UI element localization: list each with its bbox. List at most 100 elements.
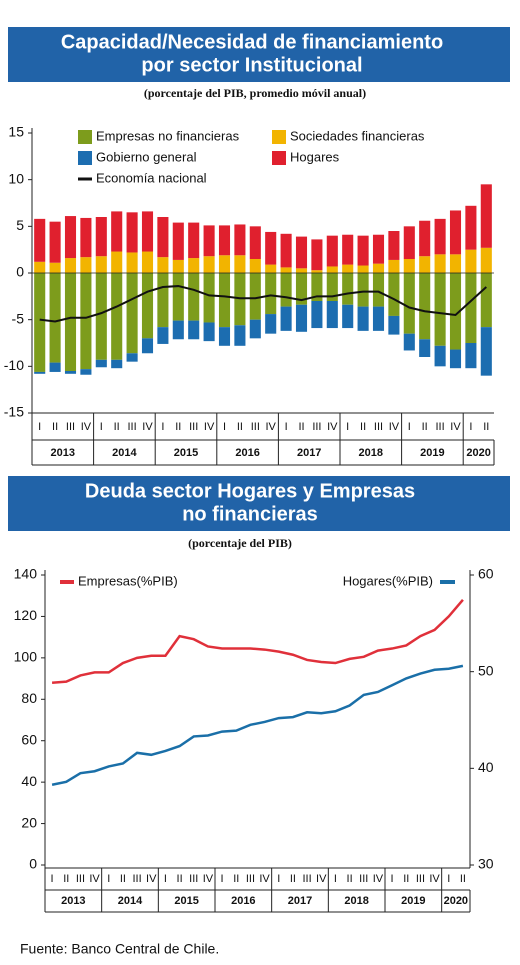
bar [480, 273, 492, 328]
bar [188, 320, 200, 340]
bar [357, 306, 369, 331]
y-tick-label: 60 [21, 731, 37, 747]
bar [249, 273, 261, 320]
chart-title: por sector Institucional [141, 54, 362, 76]
bar [480, 247, 492, 273]
bar [295, 273, 308, 305]
x-tick-label: IV [146, 873, 157, 885]
bar [34, 218, 46, 262]
bar [157, 217, 169, 258]
y-tick-label: 40 [21, 773, 37, 789]
bar [141, 251, 154, 273]
bar [49, 262, 61, 273]
x-tick-label: II [483, 421, 489, 433]
bar [357, 235, 369, 266]
bar [480, 184, 492, 248]
x-tick-label: II [114, 421, 120, 433]
line [51, 664, 464, 786]
legend-label: Economía nacional [96, 170, 207, 185]
chart-subtitle: (porcentaje del PIB, promedio móvil anua… [144, 86, 366, 100]
bar [480, 327, 492, 376]
bar [280, 306, 292, 331]
bar [372, 306, 385, 331]
x-tick-label: I [38, 421, 41, 433]
x-tick-label: I [221, 873, 224, 885]
bar [265, 264, 277, 273]
year-label: 2015 [174, 447, 198, 459]
x-tick-label: II [360, 421, 366, 433]
x-tick-label: IV [373, 873, 384, 885]
bar [449, 254, 462, 273]
x-tick-label: I [447, 873, 450, 885]
bar [326, 273, 338, 301]
x-tick-label: III [66, 421, 75, 433]
x-tick-label: I [277, 873, 280, 885]
bar [64, 216, 77, 259]
year-label: 2016 [231, 895, 255, 907]
legend-label: Sociedades financieras [290, 128, 425, 143]
bar [388, 231, 400, 260]
y-tick-label: -5 [12, 310, 25, 326]
x-tick-label: III [416, 873, 425, 885]
bar [64, 258, 77, 273]
bar [218, 225, 231, 256]
bar [188, 222, 200, 259]
bar [188, 273, 200, 321]
bar [265, 314, 277, 334]
bar [326, 235, 338, 267]
year-label: 2017 [297, 447, 321, 459]
bar [95, 217, 107, 257]
chart-subtitle: (porcentaje del PIB) [188, 536, 292, 550]
bar [357, 273, 369, 307]
bar [172, 222, 184, 260]
y2-tick-label: 50 [478, 662, 494, 678]
bar [218, 255, 231, 273]
y-tick-label: 5 [16, 217, 24, 233]
bar [403, 273, 415, 334]
y-tick-label: 0 [16, 264, 24, 280]
y-tick-label: -15 [4, 404, 24, 420]
bar [172, 259, 184, 273]
x-tick-label: I [408, 421, 411, 433]
y-tick-label: 15 [8, 124, 24, 140]
year-label: 2014 [118, 895, 143, 907]
x-tick-label: I [469, 421, 472, 433]
bar [141, 211, 154, 252]
y2-tick-label: 40 [478, 759, 494, 775]
x-tick-label: II [175, 421, 181, 433]
x-tick-label: III [189, 873, 198, 885]
y-tick-label: 10 [8, 170, 24, 186]
x-tick-label: II [347, 873, 353, 885]
bar [203, 225, 215, 257]
bar [111, 359, 123, 369]
x-tick-label: II [177, 873, 183, 885]
x-tick-label: II [290, 873, 296, 885]
x-tick-label: I [285, 421, 288, 433]
bar [265, 231, 277, 265]
x-tick-label: III [132, 873, 141, 885]
bar [295, 236, 308, 269]
bar [157, 273, 169, 328]
x-tick-label: IV [89, 873, 100, 885]
x-tick-label: I [391, 873, 394, 885]
bar [465, 343, 477, 369]
x-tick-label: III [246, 873, 255, 885]
bar [372, 273, 385, 307]
bar [372, 234, 385, 264]
bar [280, 267, 292, 273]
x-tick-label: IV [204, 421, 215, 433]
bar [141, 273, 154, 339]
bar [342, 264, 354, 273]
x-tick-label: II [460, 873, 466, 885]
bar [34, 371, 46, 374]
year-label: 2020 [444, 895, 468, 907]
bar [295, 268, 308, 273]
legend-label: Empresas(%PIB) [78, 573, 178, 588]
bar [434, 273, 446, 346]
year-label: 2013 [61, 895, 85, 907]
bar [403, 333, 415, 351]
bar [449, 210, 462, 255]
x-tick-label: I [223, 421, 226, 433]
bar [465, 249, 477, 273]
year-label: 2020 [466, 447, 490, 459]
